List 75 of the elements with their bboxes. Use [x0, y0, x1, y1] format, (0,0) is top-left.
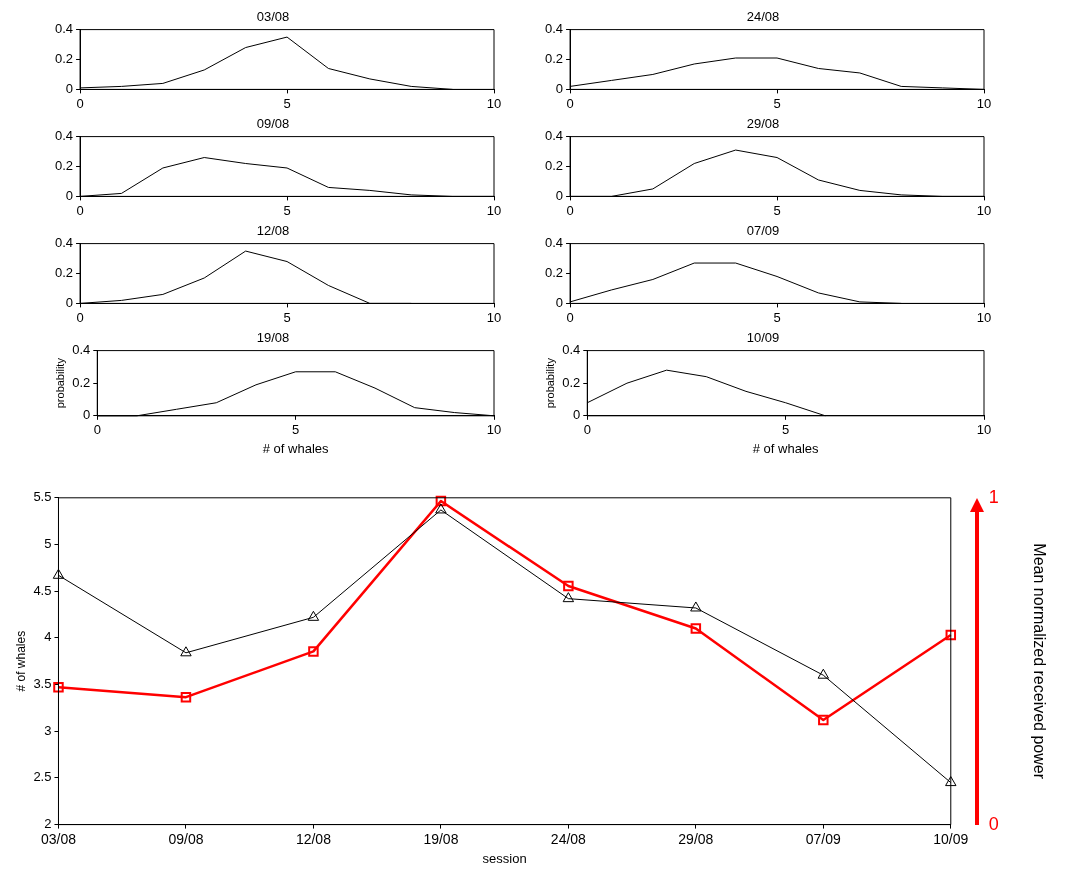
x-tick-label: 5 — [283, 95, 291, 111]
x-axis-title: session — [482, 850, 527, 866]
y-tick-label: 0.4 — [544, 21, 564, 37]
y-tick-label: 2 — [44, 816, 52, 832]
chart-title: 24/08 — [746, 9, 780, 25]
y-tick-label: 0.4 — [544, 128, 564, 144]
x-tick-label: 29/08 — [678, 830, 714, 847]
x-tick-label: 03/08 — [40, 830, 77, 847]
x-tick-label: 0 — [583, 422, 591, 438]
y-tick-label: 0 — [555, 187, 564, 203]
x-tick-label: 10 — [976, 202, 992, 218]
x-tick-label: 10 — [486, 422, 502, 438]
chart-title: 29/08 — [746, 116, 780, 132]
y-axis-title: probability — [53, 357, 66, 409]
x-tick-label: 07/09 — [805, 830, 842, 847]
x-tick-label: 5 — [292, 422, 300, 438]
chart-title: 10/09 — [746, 330, 780, 346]
y2-tick-label: 1 — [988, 486, 999, 507]
y-tick-label: 0 — [573, 407, 581, 423]
y-tick-label: 0.4 — [562, 342, 581, 358]
y-tick-label: 0 — [555, 294, 564, 310]
x-axis-title: # of whales — [262, 440, 330, 456]
x-tick-label: 5 — [773, 309, 781, 325]
x-tick-label: 5 — [283, 309, 291, 325]
y-tick-label: 0.4 — [54, 235, 74, 251]
y-tick-label: 0 — [65, 294, 74, 310]
y-tick-label: 0.2 — [72, 374, 91, 390]
x-tick-label: 10 — [486, 95, 502, 111]
x-tick-label: 09/08 — [168, 830, 204, 847]
y-tick-label: 3 — [44, 722, 52, 738]
y-tick-label: 0 — [83, 407, 91, 423]
y-tick-label: 2.5 — [33, 769, 52, 785]
y-tick-label: 0.2 — [544, 158, 564, 174]
x-tick-label: 24/08 — [550, 830, 587, 847]
x-tick-label: 10 — [976, 422, 992, 438]
y-tick-label: 0.2 — [54, 158, 74, 174]
y-tick-label: 0.4 — [72, 342, 91, 358]
chart-title: 19/08 — [256, 330, 290, 346]
y-tick-label: 0.2 — [544, 51, 564, 67]
y2-axis-title: Mean normalized received power — [1030, 543, 1048, 780]
x-tick-label: 5 — [773, 202, 781, 218]
x-tick-label: 10 — [486, 202, 502, 218]
y-axis-title: probability — [543, 357, 556, 409]
x-tick-label: 10 — [976, 95, 992, 111]
y-tick-label: 4.5 — [33, 582, 52, 598]
chart-title: 07/09 — [746, 223, 780, 239]
x-tick-label: 10 — [486, 309, 502, 325]
y-tick-label: 0.2 — [562, 374, 581, 390]
y2-tick-label: 0 — [988, 813, 999, 834]
chart-title: 09/08 — [256, 116, 290, 132]
x-tick-label: 5 — [782, 422, 790, 438]
x-axis-title: # of whales — [752, 440, 820, 456]
y-tick-label: 5.5 — [33, 489, 52, 505]
y-tick-label: 0 — [65, 187, 74, 203]
x-tick-label: 10 — [976, 309, 992, 325]
x-tick-label: 12/08 — [295, 830, 332, 847]
y-tick-label: 0.2 — [54, 51, 74, 67]
chart-title: 12/08 — [256, 223, 290, 239]
x-tick-label: 5 — [283, 202, 291, 218]
x-tick-label: 19/08 — [423, 830, 459, 847]
y-tick-label: 0.4 — [54, 21, 74, 37]
y-tick-label: 0.4 — [544, 235, 564, 251]
y-tick-label: 0.2 — [54, 265, 74, 281]
y-tick-label: 4 — [44, 629, 52, 645]
y-tick-label: 0 — [65, 80, 74, 96]
y-tick-label: 0.2 — [544, 265, 564, 281]
y-tick-label: 0 — [555, 80, 564, 96]
y-tick-label: 3.5 — [33, 676, 52, 692]
chart-title: 03/08 — [256, 9, 290, 25]
x-tick-label: 10/09 — [933, 830, 969, 847]
y-axis-title: # of whales — [13, 630, 28, 692]
y-tick-label: 0.4 — [54, 128, 74, 144]
x-tick-label: 0 — [93, 422, 101, 438]
x-tick-label: 5 — [773, 95, 781, 111]
y-tick-label: 5 — [44, 536, 52, 552]
